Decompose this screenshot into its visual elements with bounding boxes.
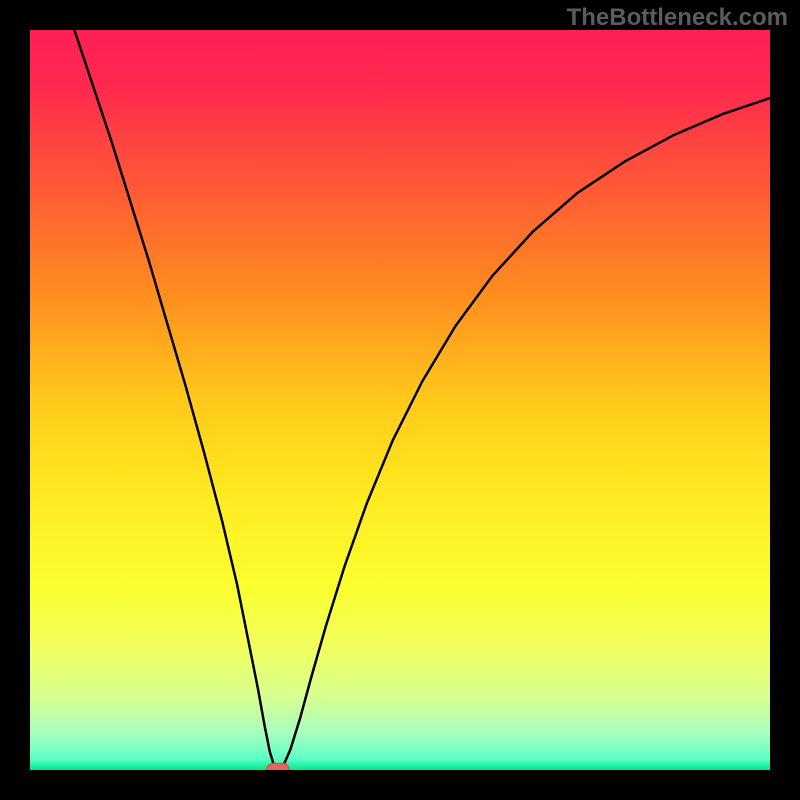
watermark-text: TheBottleneck.com xyxy=(567,4,788,32)
chart-container: TheBottleneck.com xyxy=(0,0,800,800)
optimum-marker xyxy=(267,763,289,770)
bottleneck-chart xyxy=(30,30,770,770)
plot-background xyxy=(30,30,770,770)
